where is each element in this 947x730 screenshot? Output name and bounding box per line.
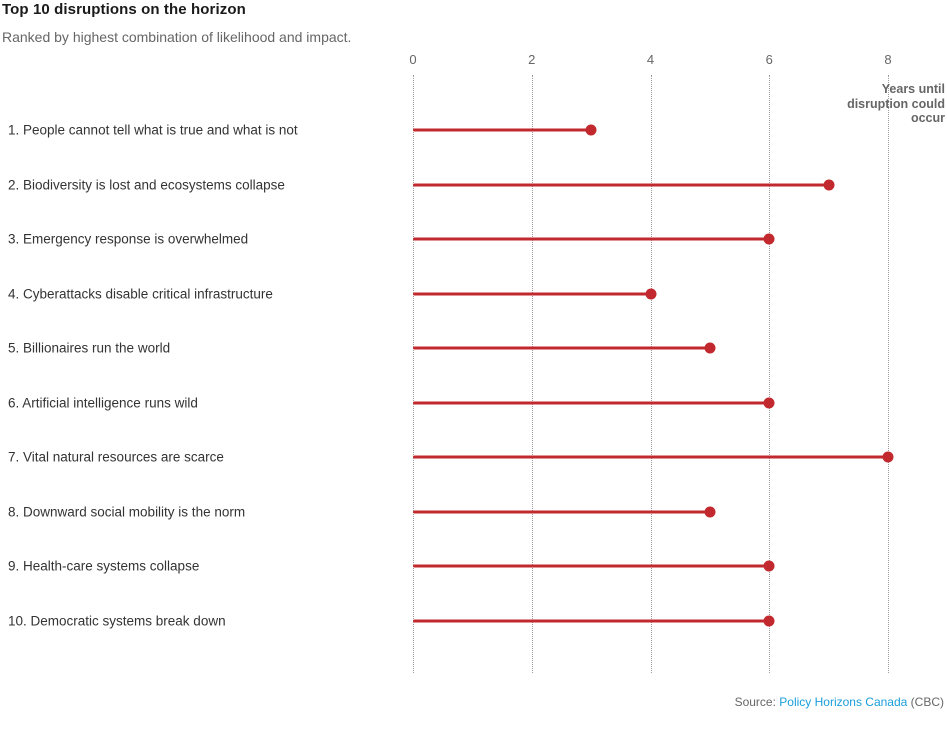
category-label: 8. Downward social mobility is the norm xyxy=(8,504,246,520)
lollipop-dot[interactable] xyxy=(763,615,775,627)
gridline-x-2 xyxy=(531,75,533,673)
lollipop-line xyxy=(413,183,829,187)
category-label: 7. Vital natural resources are scarce xyxy=(8,449,224,465)
lollipop-line xyxy=(413,401,770,405)
category-label: 2. Biodiversity is lost and ecosystems c… xyxy=(8,177,285,193)
chart-subtitle: Ranked by highest combination of likelih… xyxy=(2,29,352,45)
lollipop-dot[interactable] xyxy=(823,179,835,191)
category-label: 9. Health-care systems collapse xyxy=(8,558,200,574)
lollipop-dot[interactable] xyxy=(704,506,716,518)
lollipop-line xyxy=(413,510,710,514)
source-suffix: (CBC) xyxy=(907,695,944,709)
x-tick-label-8: 8 xyxy=(884,52,892,67)
source-note: Source: Policy Horizons Canada (CBC) xyxy=(735,695,944,709)
lollipop-dot[interactable] xyxy=(763,397,775,409)
lollipop-line xyxy=(413,237,770,241)
lollipop-dot[interactable] xyxy=(585,124,597,136)
source-link[interactable]: Policy Horizons Canada xyxy=(779,695,908,709)
lollipop-line xyxy=(413,619,770,623)
category-label: 4. Cyberattacks disable critical infrast… xyxy=(8,286,273,302)
lollipop-line xyxy=(413,564,770,568)
lollipop-dot[interactable] xyxy=(882,451,894,463)
category-label: 5. Billionaires run the world xyxy=(8,340,171,356)
x-tick-label-4: 4 xyxy=(646,52,655,67)
lollipop-dot[interactable] xyxy=(763,233,775,245)
lollipop-line xyxy=(413,128,592,132)
gridline-x-0 xyxy=(413,75,414,673)
gridline-x-6 xyxy=(769,75,771,673)
gridline-x-8 xyxy=(888,75,889,673)
category-label: 6. Artificial intelligence runs wild xyxy=(8,395,198,411)
x-axis-label: Years until disruption could occur xyxy=(847,82,945,125)
category-label: 10. Democratic systems break down xyxy=(8,613,226,629)
x-tick-label-2: 2 xyxy=(528,52,536,67)
lollipop-line xyxy=(413,292,651,296)
source-prefix: Source: xyxy=(734,695,780,709)
category-label: 3. Emergency response is overwhelmed xyxy=(8,231,249,247)
gridline-x-4 xyxy=(650,75,652,673)
lollipop-dot[interactable] xyxy=(645,288,656,300)
category-label: 1. People cannot tell what is true and w… xyxy=(8,122,298,138)
lollipop-line xyxy=(413,455,888,459)
lollipop-dot[interactable] xyxy=(763,560,775,572)
lollipop-line xyxy=(413,346,710,350)
x-tick-label-0: 0 xyxy=(409,52,417,67)
chart-title: Top 10 disruptions on the horizon xyxy=(2,1,246,18)
lollipop-dot[interactable] xyxy=(704,342,716,354)
x-tick-label-6: 6 xyxy=(765,52,773,67)
